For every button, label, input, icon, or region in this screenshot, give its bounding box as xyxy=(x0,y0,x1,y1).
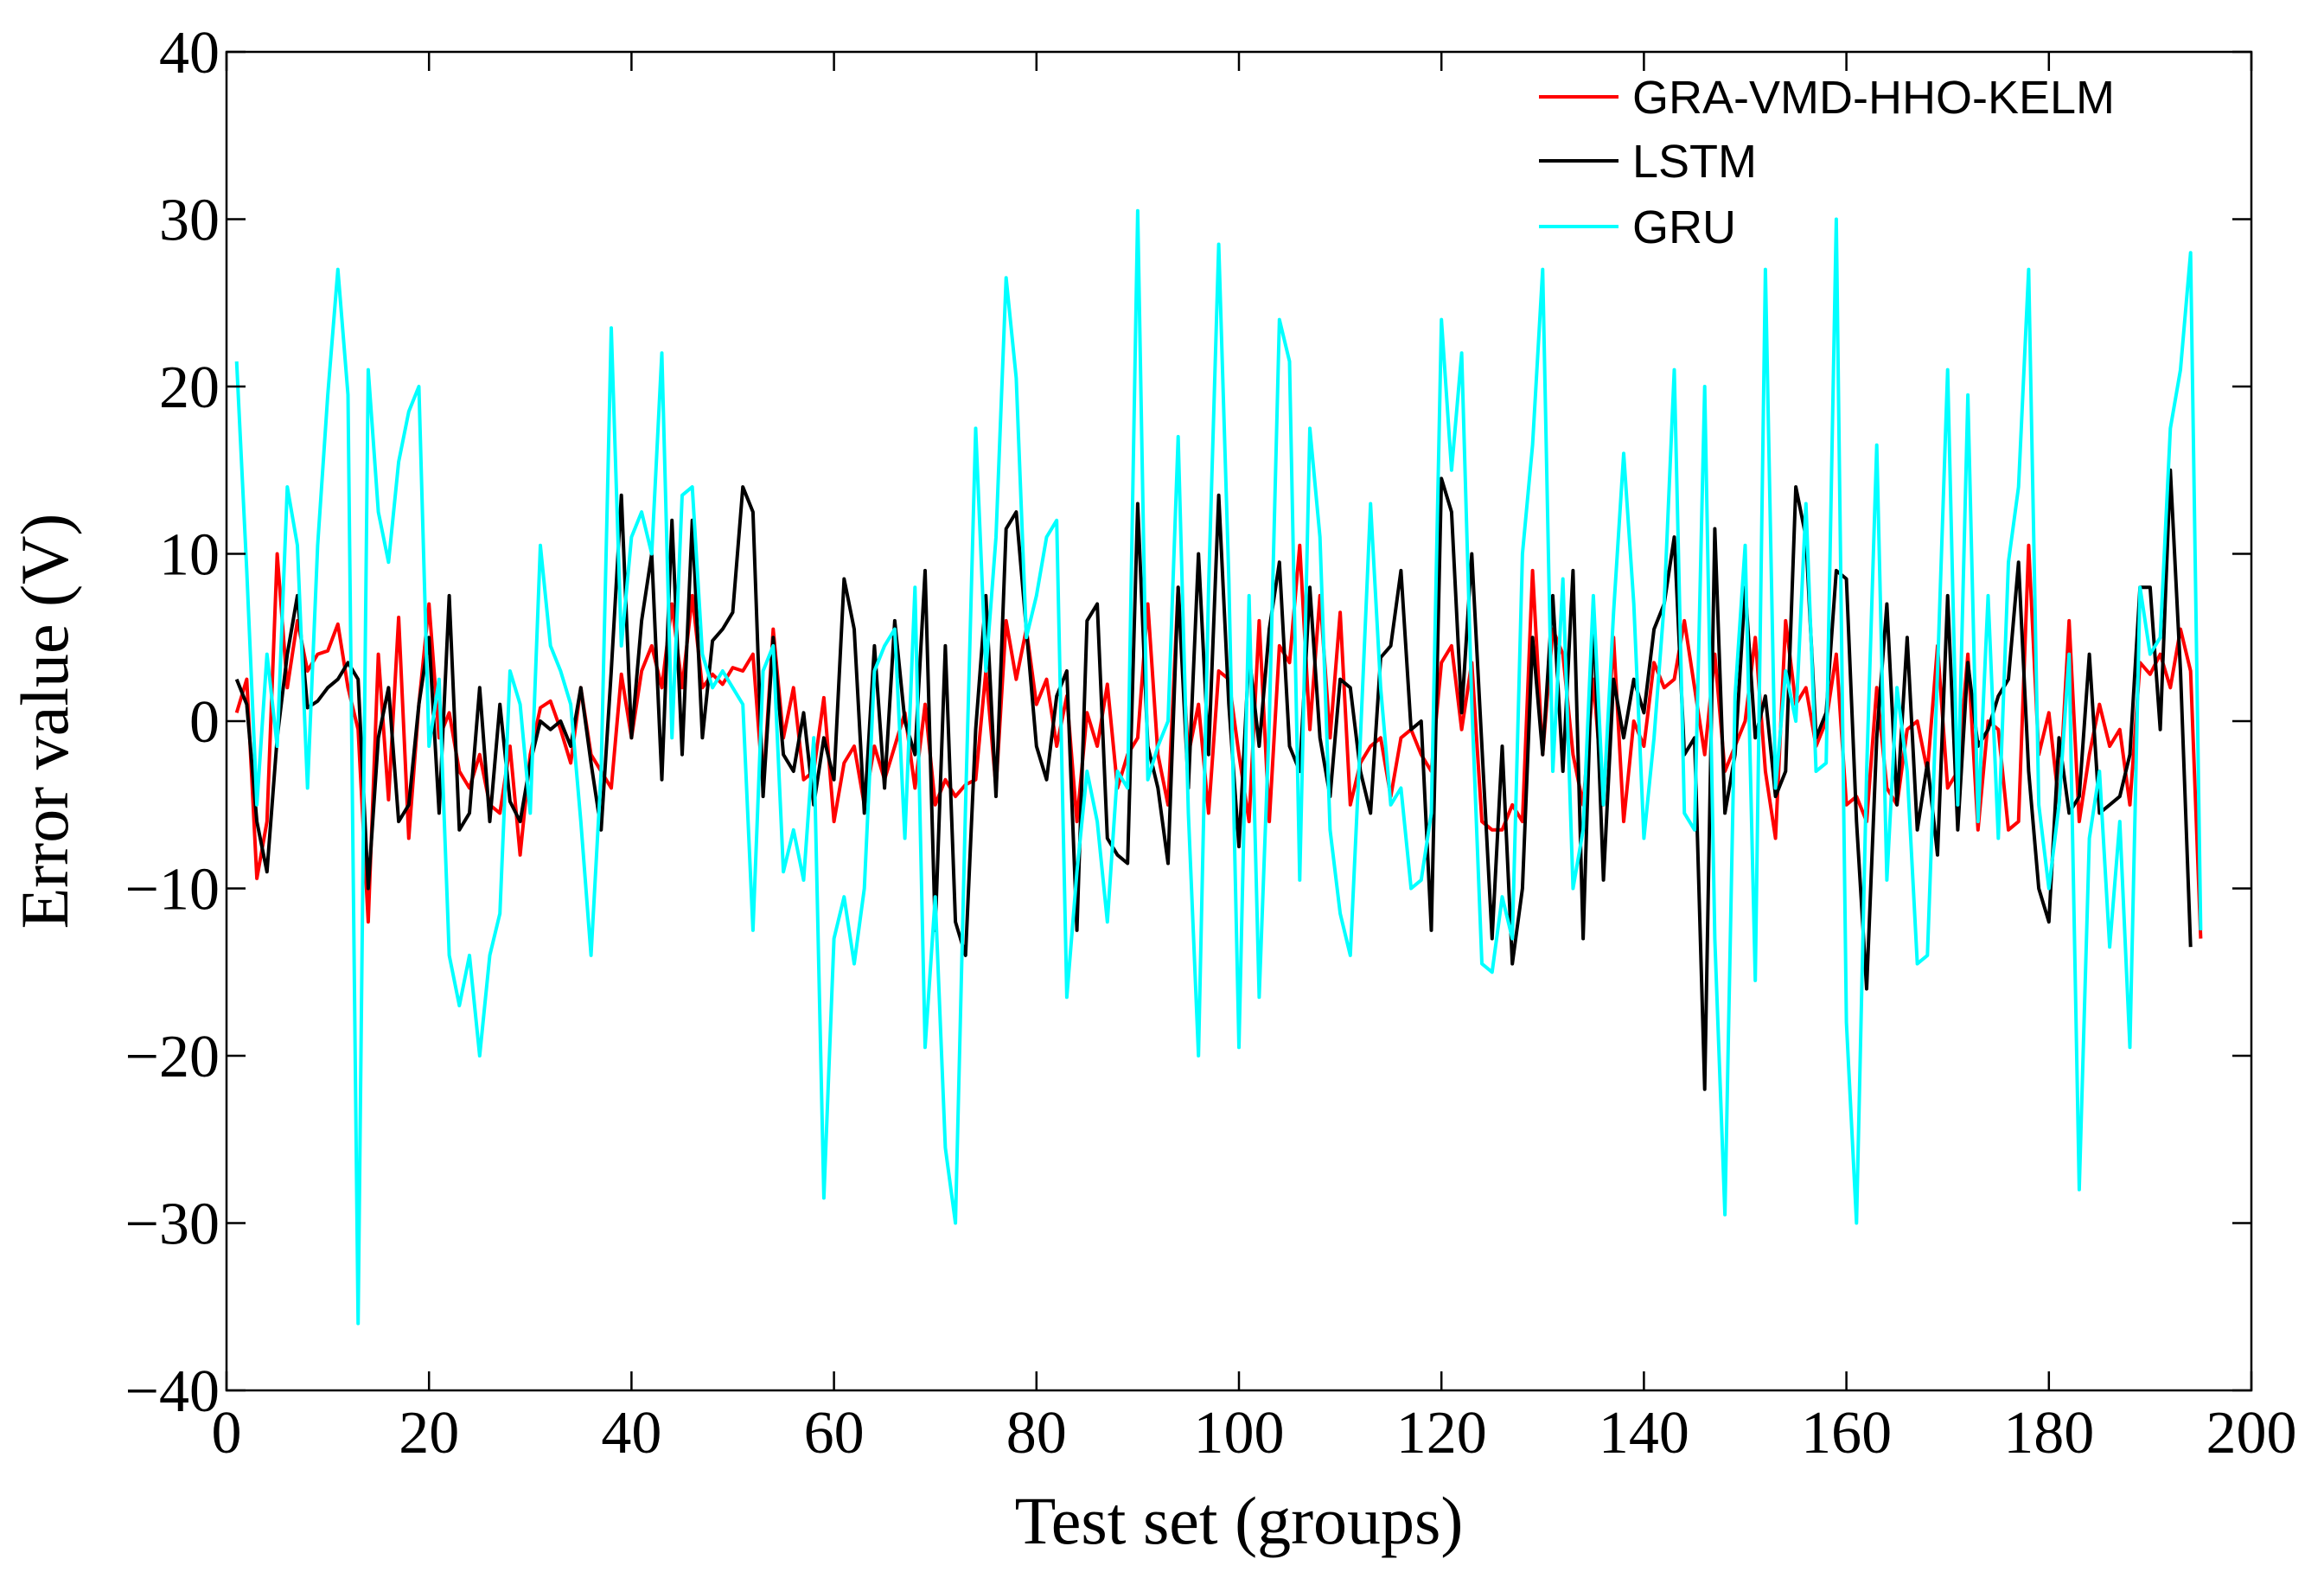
x-tick-label: 60 xyxy=(804,1400,865,1466)
x-tick-label: 200 xyxy=(2206,1400,2297,1466)
y-tick-label: 0 xyxy=(189,689,220,756)
plot-background xyxy=(227,52,2251,1390)
x-tick-label: 20 xyxy=(399,1400,459,1466)
series-line-gru xyxy=(234,208,2203,1326)
x-tick-label: 160 xyxy=(1801,1400,1892,1466)
y-tick-labels: −40 −30 −20 −10 0 10 20 30 40 xyxy=(125,20,220,1425)
y-axis-title: Error value (V) xyxy=(7,514,82,930)
series-lines xyxy=(234,208,2203,1326)
series-line-lstm xyxy=(234,468,2193,1091)
y-tick-label: −10 xyxy=(125,857,220,923)
x-tick-label: 80 xyxy=(1006,1400,1067,1466)
x-tick-label: 40 xyxy=(601,1400,661,1466)
legend-label-gra-vmd-hho-kelm: GRA-VMD-HHO-KELM xyxy=(1632,72,2115,124)
series-line-gra-vmd-hho-kelm xyxy=(234,543,2203,939)
x-tick-label: 0 xyxy=(212,1400,242,1466)
y-tick-label: −40 xyxy=(125,1358,220,1425)
y-tick-label: 40 xyxy=(159,20,220,86)
x-tick-label: 120 xyxy=(1396,1400,1487,1466)
y-tick-label: −20 xyxy=(125,1024,220,1090)
x-tick-label: 140 xyxy=(1599,1400,1689,1466)
axis-ticks xyxy=(225,50,2253,1392)
x-tick-label: 100 xyxy=(1194,1400,1285,1466)
y-tick-label: 30 xyxy=(159,188,220,254)
y-tick-label: 10 xyxy=(159,522,220,589)
x-tick-labels: 0 20 40 60 80 100 120 140 160 180 200 xyxy=(212,1400,2297,1466)
x-tick-label: 180 xyxy=(2003,1400,2094,1466)
legend-label-lstm: LSTM xyxy=(1632,136,1757,188)
y-tick-label: 20 xyxy=(159,355,220,421)
legend-label-gru: GRU xyxy=(1632,201,1736,253)
y-tick-label: −30 xyxy=(125,1192,220,1258)
x-axis-title: Test set (groups) xyxy=(1015,1483,1464,1558)
legend: GRA-VMD-HHO-KELM LSTM GRU xyxy=(1539,72,2115,253)
